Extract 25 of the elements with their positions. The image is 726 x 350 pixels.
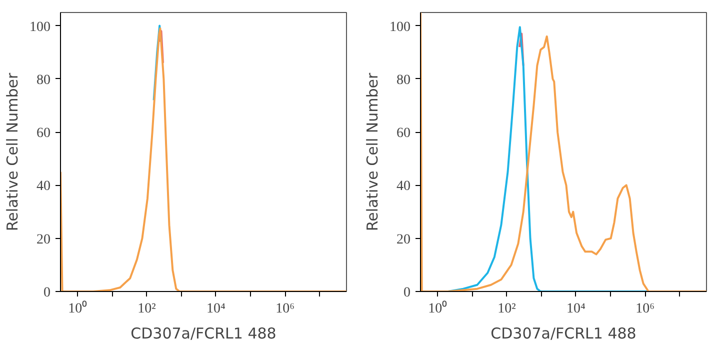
y-axis-title: Relative Cell Number bbox=[364, 72, 382, 232]
y-tick-label: 20 bbox=[396, 232, 410, 248]
x-tick-label: 10⁰ bbox=[428, 300, 448, 316]
y-tick-label: 40 bbox=[396, 179, 410, 194]
y-tick-label: 80 bbox=[36, 72, 50, 88]
y-tick-label: 0 bbox=[404, 286, 410, 300]
y-tick-label: 0 bbox=[44, 286, 50, 300]
x-tick-label: 10² bbox=[138, 302, 156, 316]
x-tick-label: 10⁴ bbox=[566, 302, 586, 316]
x-tick-label: 10⁴ bbox=[206, 302, 226, 316]
y-tick-label: 60 bbox=[36, 126, 50, 142]
y-tick-label: 80 bbox=[396, 72, 410, 88]
y-tick-label: 20 bbox=[36, 232, 50, 248]
x-tick-label: 10⁶ bbox=[276, 302, 295, 316]
y-axis-title: Relative Cell Number bbox=[4, 72, 22, 232]
y-tick-label: 40 bbox=[36, 179, 50, 194]
y-tick-label: 100 bbox=[30, 20, 50, 35]
x-tick-label: 10⁶ bbox=[636, 302, 655, 316]
y-tick-label: 100 bbox=[390, 20, 410, 35]
x-axis-title: CD307a/FCRL1 488 bbox=[130, 324, 276, 342]
x-axis-title: CD307a/FCRL1 488 bbox=[490, 324, 636, 342]
y-tick-label: 60 bbox=[396, 126, 410, 142]
line-series bbox=[152, 24, 162, 102]
x-tick-label: 10² bbox=[498, 302, 516, 316]
x-tick-label: 10⁰ bbox=[68, 300, 88, 316]
